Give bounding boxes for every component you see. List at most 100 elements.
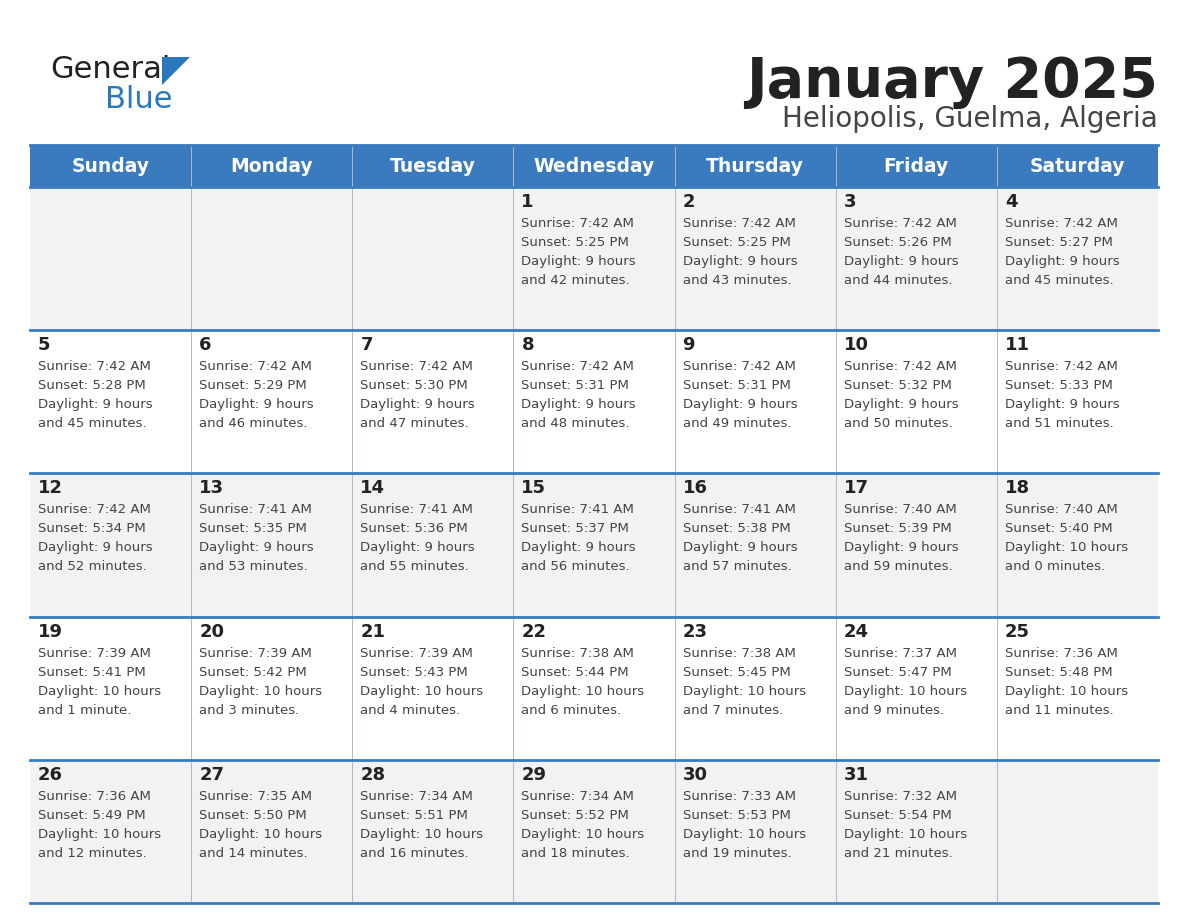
Text: and 47 minutes.: and 47 minutes. [360, 417, 469, 431]
Bar [30, 187, 1158, 330]
Bar [30, 760, 1158, 903]
Text: and 18 minutes.: and 18 minutes. [522, 846, 630, 860]
Text: and 4 minutes.: and 4 minutes. [360, 703, 461, 717]
Text: Blue: Blue [105, 85, 172, 114]
Text: Sunrise: 7:42 AM: Sunrise: 7:42 AM [843, 360, 956, 374]
Text: Sunrise: 7:39 AM: Sunrise: 7:39 AM [200, 646, 312, 660]
Text: and 7 minutes.: and 7 minutes. [683, 703, 783, 717]
Text: Daylight: 9 hours: Daylight: 9 hours [683, 255, 797, 268]
Text: 25: 25 [1005, 622, 1030, 641]
Text: and 6 minutes.: and 6 minutes. [522, 703, 621, 717]
Text: 29: 29 [522, 766, 546, 784]
Text: Sunrise: 7:42 AM: Sunrise: 7:42 AM [843, 217, 956, 230]
Text: Monday: Monday [230, 156, 312, 175]
Text: 7: 7 [360, 336, 373, 354]
Text: Sunrise: 7:40 AM: Sunrise: 7:40 AM [1005, 503, 1118, 517]
Text: and 42 minutes.: and 42 minutes. [522, 274, 630, 287]
Bar [30, 145, 1158, 187]
Text: 14: 14 [360, 479, 385, 498]
Text: Sunrise: 7:35 AM: Sunrise: 7:35 AM [200, 789, 312, 803]
Text: Sunset: 5:27 PM: Sunset: 5:27 PM [1005, 236, 1113, 249]
Text: Sunset: 5:45 PM: Sunset: 5:45 PM [683, 666, 790, 678]
Text: and 19 minutes.: and 19 minutes. [683, 846, 791, 860]
Text: General: General [50, 55, 170, 84]
Text: Daylight: 10 hours: Daylight: 10 hours [38, 685, 162, 698]
Text: Sunrise: 7:41 AM: Sunrise: 7:41 AM [522, 503, 634, 517]
Text: Daylight: 10 hours: Daylight: 10 hours [200, 828, 322, 841]
Text: 2: 2 [683, 193, 695, 211]
Text: 12: 12 [38, 479, 63, 498]
Text: Sunset: 5:52 PM: Sunset: 5:52 PM [522, 809, 630, 822]
Text: 19: 19 [38, 622, 63, 641]
Text: Daylight: 10 hours: Daylight: 10 hours [683, 828, 805, 841]
Text: Daylight: 10 hours: Daylight: 10 hours [843, 828, 967, 841]
Text: Sunset: 5:37 PM: Sunset: 5:37 PM [522, 522, 630, 535]
Text: and 11 minutes.: and 11 minutes. [1005, 703, 1113, 717]
Text: Daylight: 10 hours: Daylight: 10 hours [522, 685, 645, 698]
Text: Sunset: 5:39 PM: Sunset: 5:39 PM [843, 522, 952, 535]
Text: Sunrise: 7:34 AM: Sunrise: 7:34 AM [522, 789, 634, 803]
Text: Sunrise: 7:33 AM: Sunrise: 7:33 AM [683, 789, 796, 803]
Text: 9: 9 [683, 336, 695, 354]
Text: 5: 5 [38, 336, 51, 354]
Text: Wednesday: Wednesday [533, 156, 655, 175]
Text: and 57 minutes.: and 57 minutes. [683, 560, 791, 574]
Text: Sunset: 5:54 PM: Sunset: 5:54 PM [843, 809, 952, 822]
Text: 8: 8 [522, 336, 535, 354]
Text: Sunrise: 7:42 AM: Sunrise: 7:42 AM [522, 360, 634, 374]
Text: Sunset: 5:28 PM: Sunset: 5:28 PM [38, 379, 146, 392]
Text: Sunset: 5:33 PM: Sunset: 5:33 PM [1005, 379, 1113, 392]
Text: and 45 minutes.: and 45 minutes. [1005, 274, 1113, 287]
Bar [30, 330, 1158, 474]
Text: and 48 minutes.: and 48 minutes. [522, 417, 630, 431]
Text: Daylight: 9 hours: Daylight: 9 hours [360, 398, 475, 411]
Text: Sunday: Sunday [71, 156, 150, 175]
Text: 26: 26 [38, 766, 63, 784]
Bar [30, 474, 1158, 617]
Text: and 44 minutes.: and 44 minutes. [843, 274, 953, 287]
Text: Sunrise: 7:32 AM: Sunrise: 7:32 AM [843, 789, 956, 803]
Text: Sunset: 5:47 PM: Sunset: 5:47 PM [843, 666, 952, 678]
Text: and 59 minutes.: and 59 minutes. [843, 560, 953, 574]
Text: Sunset: 5:25 PM: Sunset: 5:25 PM [522, 236, 630, 249]
Text: Thursday: Thursday [706, 156, 804, 175]
Text: Daylight: 9 hours: Daylight: 9 hours [522, 542, 636, 554]
Text: 18: 18 [1005, 479, 1030, 498]
Text: Sunrise: 7:42 AM: Sunrise: 7:42 AM [1005, 217, 1118, 230]
Text: Daylight: 9 hours: Daylight: 9 hours [843, 255, 959, 268]
Text: Sunset: 5:42 PM: Sunset: 5:42 PM [200, 666, 307, 678]
Text: and 49 minutes.: and 49 minutes. [683, 417, 791, 431]
Text: Daylight: 9 hours: Daylight: 9 hours [843, 542, 959, 554]
Text: and 3 minutes.: and 3 minutes. [200, 703, 299, 717]
Text: Daylight: 9 hours: Daylight: 9 hours [1005, 255, 1119, 268]
Text: Sunset: 5:40 PM: Sunset: 5:40 PM [1005, 522, 1112, 535]
Text: Daylight: 9 hours: Daylight: 9 hours [200, 542, 314, 554]
Text: Daylight: 10 hours: Daylight: 10 hours [360, 828, 484, 841]
Text: 31: 31 [843, 766, 868, 784]
Text: Daylight: 9 hours: Daylight: 9 hours [522, 255, 636, 268]
Text: Sunrise: 7:36 AM: Sunrise: 7:36 AM [1005, 646, 1118, 660]
Text: Saturday: Saturday [1030, 156, 1125, 175]
Text: Sunset: 5:31 PM: Sunset: 5:31 PM [683, 379, 790, 392]
Text: and 9 minutes.: and 9 minutes. [843, 703, 943, 717]
Text: Daylight: 10 hours: Daylight: 10 hours [522, 828, 645, 841]
Text: Heliopolis, Guelma, Algeria: Heliopolis, Guelma, Algeria [782, 105, 1158, 133]
Bar [30, 617, 1158, 760]
Text: Sunset: 5:36 PM: Sunset: 5:36 PM [360, 522, 468, 535]
Text: and 14 minutes.: and 14 minutes. [200, 846, 308, 860]
Text: and 53 minutes.: and 53 minutes. [200, 560, 308, 574]
Text: and 16 minutes.: and 16 minutes. [360, 846, 469, 860]
Text: Sunrise: 7:42 AM: Sunrise: 7:42 AM [200, 360, 312, 374]
Text: Sunset: 5:50 PM: Sunset: 5:50 PM [200, 809, 307, 822]
Text: Daylight: 9 hours: Daylight: 9 hours [683, 398, 797, 411]
Text: Sunset: 5:32 PM: Sunset: 5:32 PM [843, 379, 952, 392]
Text: Sunrise: 7:42 AM: Sunrise: 7:42 AM [522, 217, 634, 230]
Text: Sunrise: 7:34 AM: Sunrise: 7:34 AM [360, 789, 473, 803]
Text: 24: 24 [843, 622, 868, 641]
Text: and 1 minute.: and 1 minute. [38, 703, 132, 717]
Text: Sunset: 5:35 PM: Sunset: 5:35 PM [200, 522, 307, 535]
Text: Daylight: 9 hours: Daylight: 9 hours [683, 542, 797, 554]
Text: Daylight: 9 hours: Daylight: 9 hours [522, 398, 636, 411]
Text: Daylight: 9 hours: Daylight: 9 hours [843, 398, 959, 411]
Text: Sunrise: 7:42 AM: Sunrise: 7:42 AM [683, 360, 796, 374]
